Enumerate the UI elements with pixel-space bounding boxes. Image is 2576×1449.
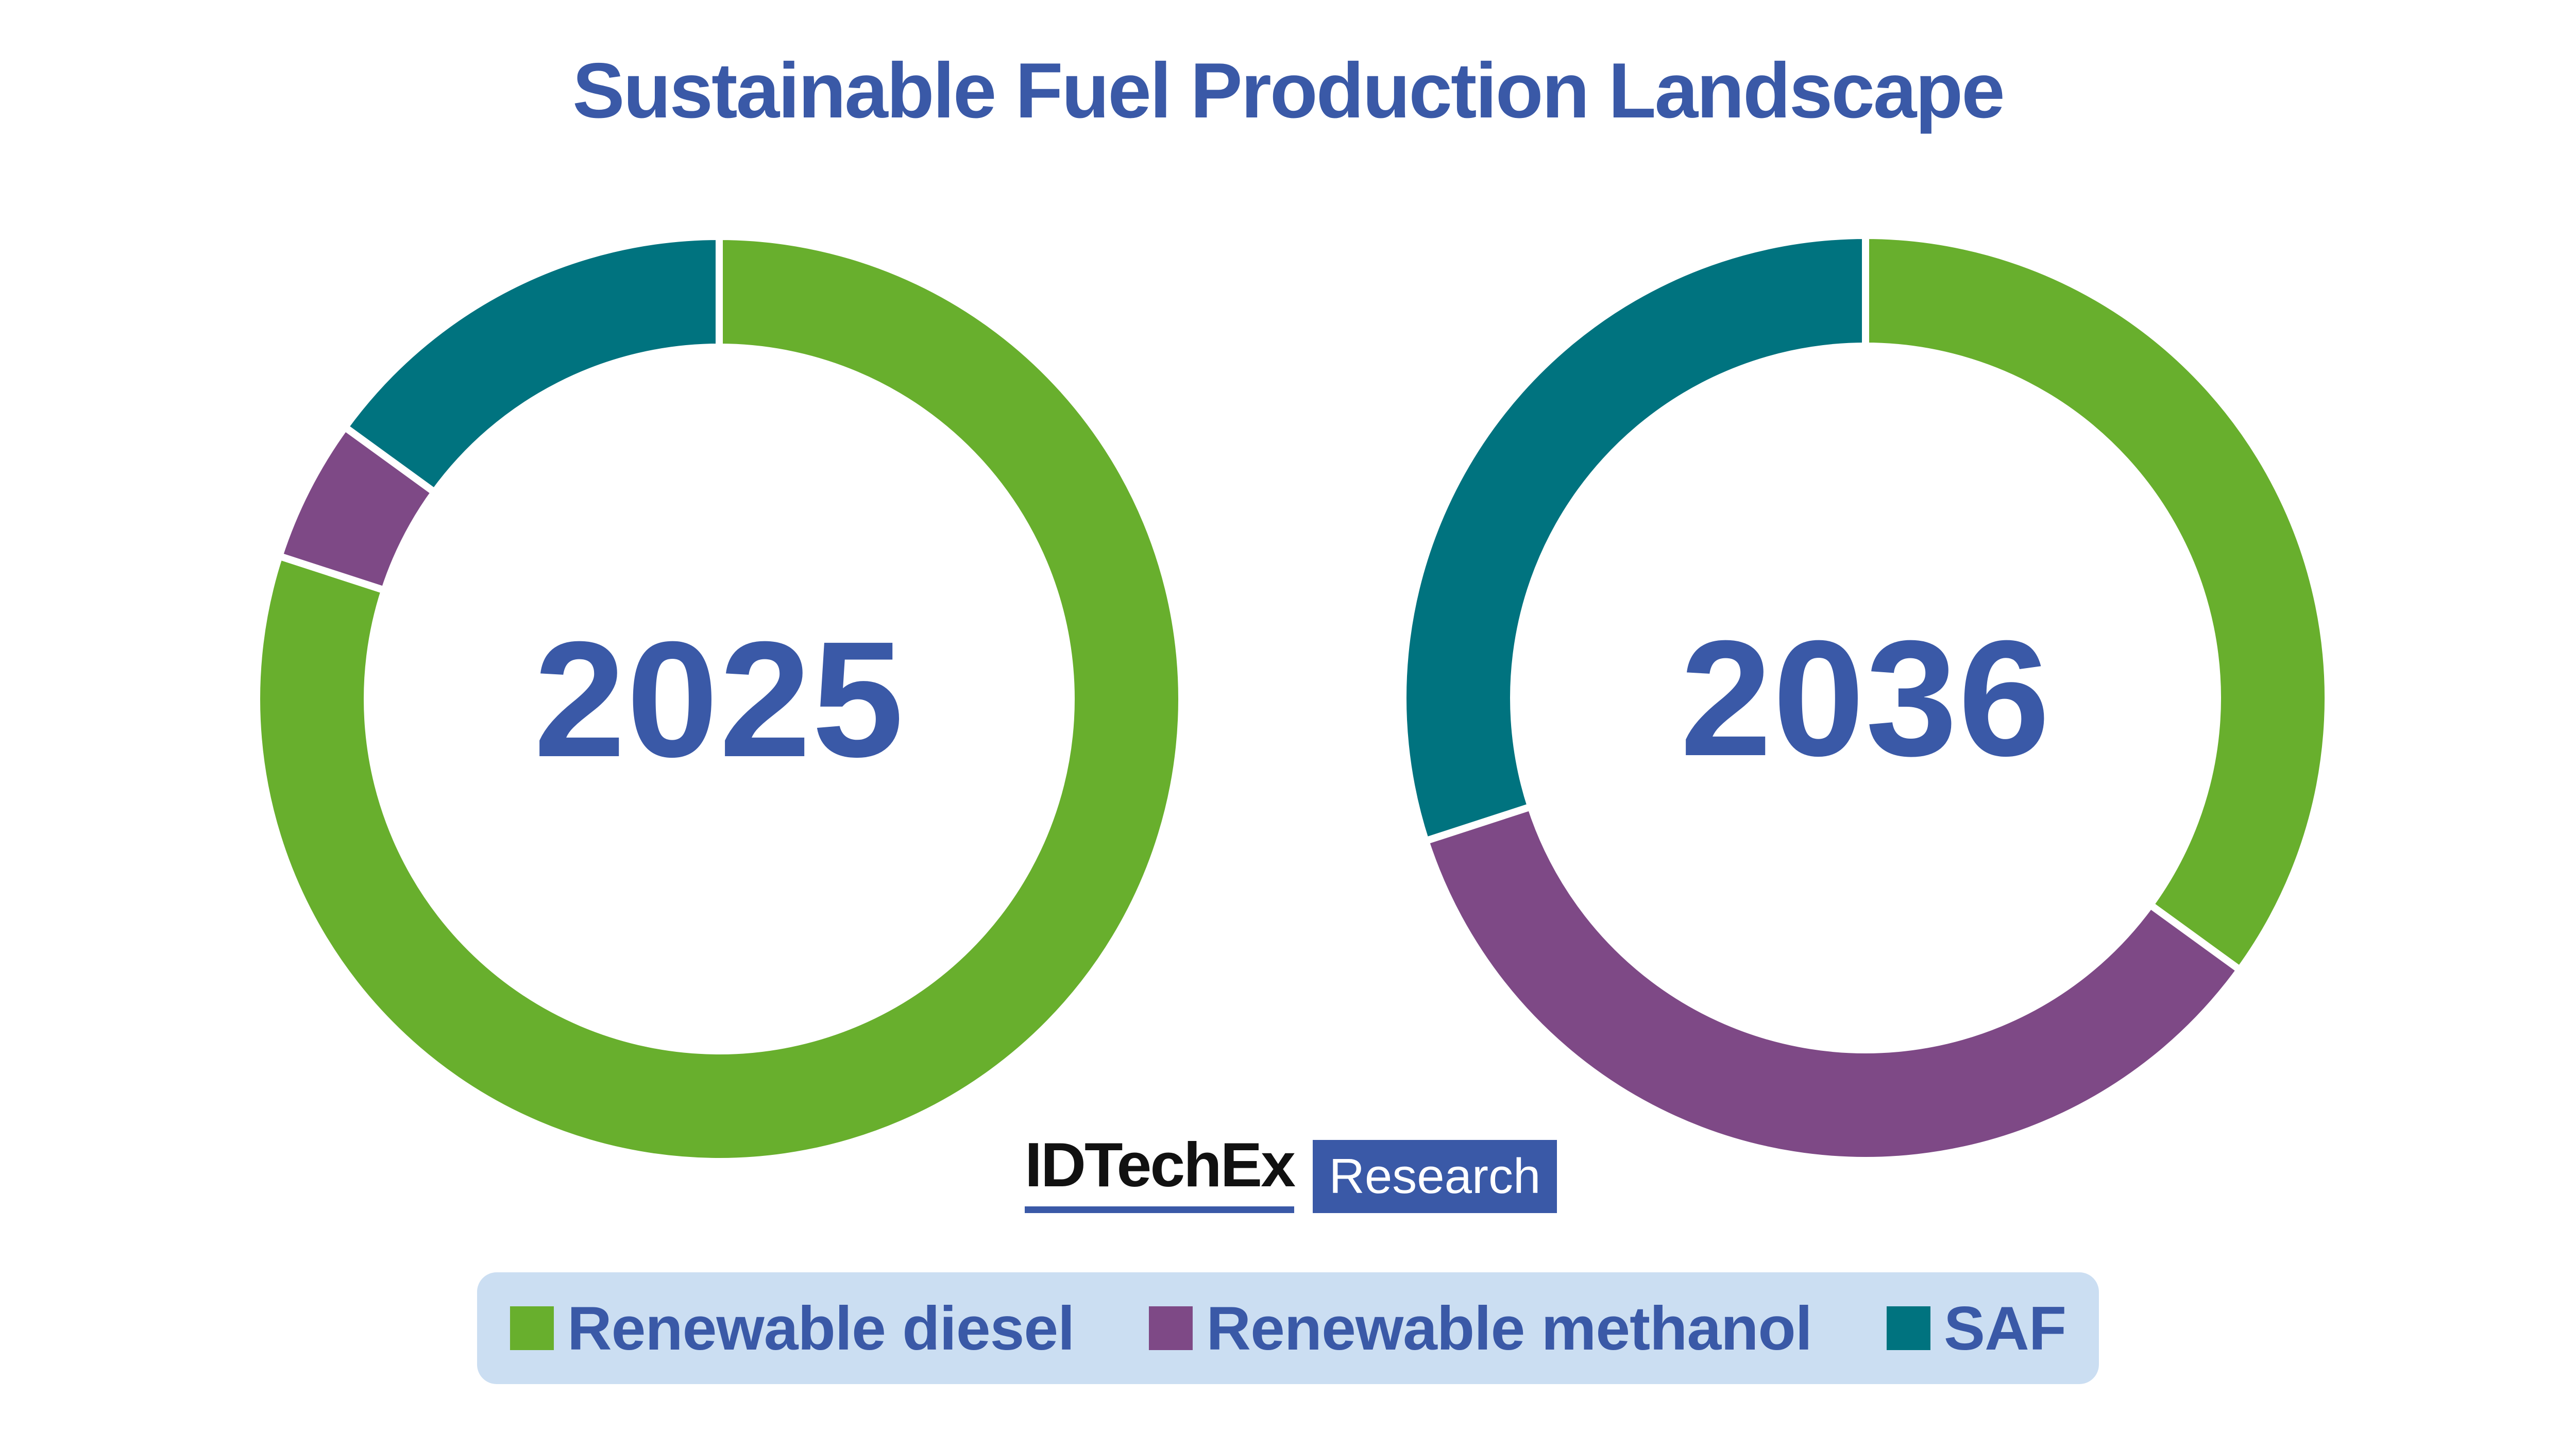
idtechex-wordmark: IDTechEx [1025,1130,1296,1200]
legend-swatch-icon [1149,1306,1193,1350]
legend-swatch-icon [510,1306,554,1350]
segment-2025-renewable-diesel [253,233,1185,1165]
legend-label: SAF [1944,1293,2066,1363]
donut-2025-rings [253,233,1185,1165]
legend-item: SAF [1887,1293,2066,1364]
idtechex-wordmark-block: IDTechEx [1025,1130,1296,1213]
donut-chart-2036: 2036 [1399,232,2332,1164]
segment-2036-saf [1399,232,1869,846]
legend-swatch-icon [1887,1306,1931,1350]
legend-label: Renewable diesel [567,1293,1075,1363]
segment-2025-saf [340,233,723,498]
idtechex-logo: IDTechEx Research [1025,1133,1557,1213]
legend: Renewable diesel Renewable methanol SAF [477,1272,2099,1384]
segment-2036-renewable-methanol [1421,802,2245,1164]
year-label-2025: 2025 [534,607,905,791]
research-badge: Research [1312,1140,1557,1213]
legend-item: Renewable methanol [1149,1293,1812,1364]
legend-label: Renewable methanol [1206,1293,1812,1363]
legend-item: Renewable diesel [510,1293,1075,1364]
chart-title: Sustainable Fuel Production Landscape [572,47,2005,134]
donut-2036-rings [1399,232,2332,1164]
year-label-2036: 2036 [1680,606,2051,790]
donut-chart-2025: 2025 [253,233,1185,1165]
logo-underline [1025,1206,1294,1213]
segment-2036-renewable-diesel [1862,232,2332,975]
